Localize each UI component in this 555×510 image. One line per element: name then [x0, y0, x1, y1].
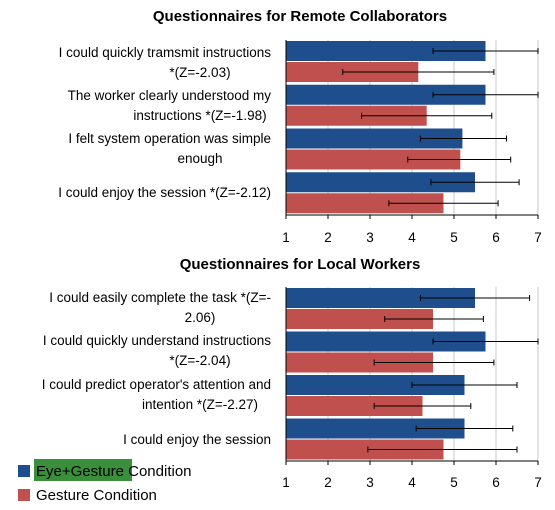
remote-collaborators-chart: Questionnaires for Remote Collaborators 1… [58, 8, 542, 245]
category-label-line: 2.06) [185, 310, 216, 325]
legend-highlight [34, 459, 132, 481]
legend-swatch [18, 465, 30, 477]
category-label-line: *(Z=-2.03) [169, 65, 230, 80]
gesture-bar [286, 396, 423, 416]
x-tick-label: 3 [366, 475, 374, 490]
legend: Eye+Gesture Condition Gesture Condition [18, 459, 192, 504]
legend-swatch [18, 489, 30, 501]
category-label-line: I could enjoy the session *(Z=-2.12) [58, 185, 271, 200]
category-label-line: I could easily complete the task *(Z=- [49, 290, 271, 305]
eye-gesture-bar [286, 288, 475, 308]
category-label-line: intention *(Z=-2.27) [142, 397, 258, 412]
category-label: I could quickly tramsmit instructions *(Z… [59, 45, 272, 80]
category-label: I could enjoy the session *(Z=-2.12) [58, 185, 271, 200]
chart-title: Questionnaires for Remote Collaborators [153, 8, 447, 25]
x-tick-label: 1 [282, 230, 290, 245]
eye-gesture-bar [286, 128, 463, 149]
x-tick-label: 5 [450, 475, 458, 490]
category-label-line: I could quickly understand instructions [43, 333, 271, 348]
x-tick-label: 7 [534, 475, 542, 490]
eye-gesture-bar [286, 418, 465, 439]
category-label: I could quickly understand instructions *… [43, 333, 271, 368]
gesture-bar [286, 193, 444, 214]
legend-label: Eye+Gesture Condition [36, 463, 192, 480]
category-label: I could easily complete the task *(Z=- 2.… [49, 290, 271, 325]
x-tick-label: 2 [324, 230, 332, 245]
category-label-line: I could quickly tramsmit instructions [59, 45, 272, 60]
gesture-bar [286, 352, 433, 373]
x-tick-label: 2 [324, 475, 332, 490]
eye-gesture-bar [286, 375, 465, 395]
watermark: https://blog.csdn.net/moonlightpeng [359, 487, 548, 501]
category-label: I could predict operator's attention and… [42, 377, 271, 412]
chart-title: Questionnaires for Local Workers [180, 256, 421, 273]
local-workers-chart: Questionnaires for Local Workers 1 2 3 4 5 6 7 I… [42, 256, 542, 490]
category-label-line: enough [177, 151, 222, 166]
x-tick-label: 5 [450, 230, 458, 245]
eye-gesture-bar [286, 172, 475, 193]
category-label: I could enjoy the session [123, 432, 271, 447]
legend-label: Gesture Condition [36, 487, 157, 504]
category-label-line: The worker clearly understood my [68, 88, 272, 103]
x-tick-label: 4 [408, 230, 416, 245]
x-tick-label: 6 [492, 475, 500, 490]
gesture-bar [286, 439, 444, 460]
x-tick-label: 7 [534, 230, 542, 245]
gesture-bar [286, 149, 461, 170]
category-label-line: I could predict operator's attention and [42, 377, 271, 392]
eye-gesture-bar [286, 41, 486, 61]
x-tick-label: 1 [282, 475, 290, 490]
x-tick-label: 6 [492, 230, 500, 245]
category-label-line: I could enjoy the session [123, 432, 271, 447]
category-label-line: *(Z=-2.04) [169, 353, 230, 368]
category-label: The worker clearly understood my instruct… [68, 88, 272, 123]
x-tick-label: 4 [408, 475, 416, 490]
category-label-line: instructions *(Z=-1.98) [133, 108, 266, 123]
gesture-bar [286, 309, 433, 329]
gesture-bar [286, 105, 427, 126]
category-label: I felt system operation was simple enough [68, 131, 271, 166]
eye-gesture-bar [286, 84, 486, 105]
eye-gesture-bar [286, 331, 486, 352]
x-tick-label: 3 [366, 230, 374, 245]
category-label-line: I felt system operation was simple [68, 131, 271, 146]
